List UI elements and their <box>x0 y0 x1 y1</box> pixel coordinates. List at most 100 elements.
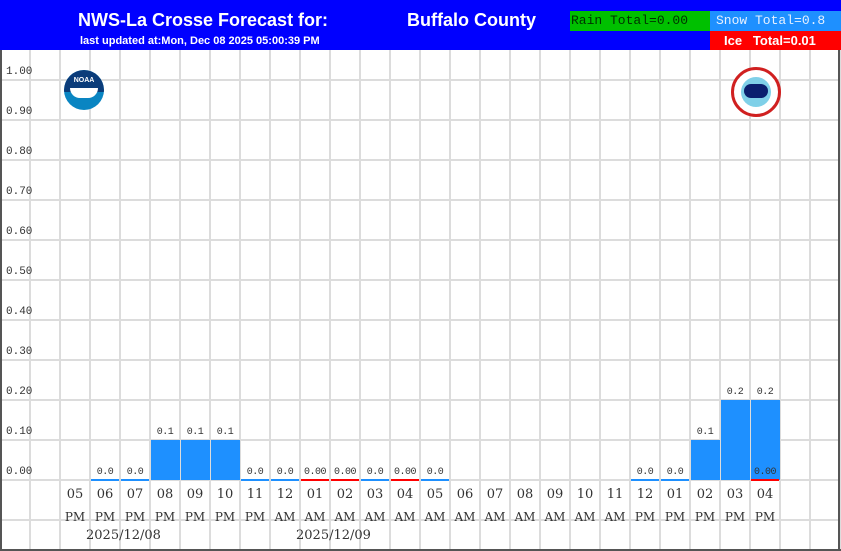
snow-zero-line <box>241 479 269 481</box>
snow-bar <box>211 440 240 480</box>
snow-value-label: 0.0 <box>276 467 294 478</box>
grid-vline <box>29 50 31 551</box>
x-ampm-label: AM <box>424 510 446 524</box>
y-tick-label: 0.50 <box>6 266 33 278</box>
x-ampm-label: AM <box>574 510 596 524</box>
x-hour-label: 11 <box>246 487 264 502</box>
grid-hline <box>0 439 841 441</box>
snow-zero-line <box>361 479 389 481</box>
ice-value-label: 0.00 <box>753 467 777 478</box>
forecast-title: NWS-La Crosse Forecast for: <box>78 10 329 30</box>
last-updated: last updated at:Mon, Dec 08 2025 05:00:3… <box>80 35 320 47</box>
x-ampm-label: PM <box>184 510 206 524</box>
grid-hline <box>0 119 841 121</box>
grid-vline <box>59 50 61 551</box>
x-hour-label: 08 <box>516 487 534 502</box>
x-ampm-label: PM <box>724 510 746 524</box>
y-tick-label: 0.80 <box>6 146 33 158</box>
location-name: Buffalo County <box>407 10 536 30</box>
grid-vline <box>629 50 631 551</box>
ice-zero-line <box>301 479 329 481</box>
grid-vline <box>89 50 91 551</box>
header-bar: NWS-La Crosse Forecast for: Buffalo Coun… <box>0 0 841 50</box>
x-ampm-label: AM <box>454 510 476 524</box>
grid-vline <box>329 50 331 551</box>
y-tick-label: 0.40 <box>6 306 33 318</box>
x-ampm-label: PM <box>664 510 686 524</box>
snow-value-label: 0.0 <box>246 467 264 478</box>
grid-hline <box>0 279 841 281</box>
grid-vline <box>419 50 421 551</box>
grid-vline <box>839 50 841 551</box>
x-hour-label: 01 <box>306 487 324 502</box>
chart-frame-left <box>0 50 2 551</box>
x-ampm-label: AM <box>334 510 356 524</box>
snow-value-label: 0.1 <box>696 427 714 438</box>
snow-zero-line <box>661 479 689 481</box>
x-ampm-label: AM <box>514 510 536 524</box>
x-ampm-label: PM <box>694 510 716 524</box>
snow-zero-line <box>421 479 449 481</box>
snow-bar <box>691 440 720 480</box>
grid-hline <box>0 399 841 401</box>
grid-vline <box>809 50 811 551</box>
x-ampm-label: AM <box>544 510 566 524</box>
x-ampm-label: PM <box>634 510 656 524</box>
y-tick-label: 0.10 <box>6 426 33 438</box>
grid-vline <box>359 50 361 551</box>
grid-hline <box>0 159 841 161</box>
grid-vline <box>299 50 301 551</box>
ice-zero-line <box>391 479 419 481</box>
x-hour-label: 10 <box>216 487 234 502</box>
snow-value-label: 0.1 <box>156 427 174 438</box>
ice-value-label: 0.00 <box>333 467 357 478</box>
y-tick-label: 0.60 <box>6 226 33 238</box>
x-hour-label: 06 <box>96 487 114 502</box>
ice-value-label: 0.00 <box>393 467 417 478</box>
x-hour-label: 03 <box>366 487 384 502</box>
grid-vline <box>239 50 241 551</box>
x-hour-label: 08 <box>156 487 174 502</box>
x-hour-label: 11 <box>606 487 624 502</box>
grid-vline <box>209 50 211 551</box>
grid-hline <box>0 319 841 321</box>
grid-hline <box>0 519 841 521</box>
rain-total-badge: Rain Total=0.00 <box>570 11 710 31</box>
snow-value-label: 0.2 <box>726 387 744 398</box>
snow-value-label: 0.2 <box>756 387 774 398</box>
grid-vline <box>389 50 391 551</box>
y-tick-label: 1.00 <box>6 66 33 78</box>
x-hour-label: 03 <box>726 487 744 502</box>
snow-value-label: 0.0 <box>636 467 654 478</box>
y-tick-label: 0.00 <box>6 466 33 478</box>
y-tick-label: 0.70 <box>6 186 33 198</box>
x-hour-label: 05 <box>66 487 84 502</box>
x-ampm-label: PM <box>244 510 266 524</box>
x-hour-label: 07 <box>126 487 144 502</box>
snow-value-label: 0.1 <box>186 427 204 438</box>
x-hour-label: 12 <box>276 487 294 502</box>
x-ampm-label: PM <box>214 510 236 524</box>
x-ampm-label: AM <box>484 510 506 524</box>
snow-value-label: 0.1 <box>216 427 234 438</box>
grid-vline <box>749 50 751 551</box>
x-hour-label: 01 <box>666 487 684 502</box>
grid-vline <box>569 50 571 551</box>
x-hour-label: 09 <box>186 487 204 502</box>
x-ampm-label: PM <box>124 510 146 524</box>
x-ampm-label: AM <box>304 510 326 524</box>
grid-vline <box>689 50 691 551</box>
x-ampm-label: PM <box>154 510 176 524</box>
x-ampm-label: AM <box>604 510 626 524</box>
grid-hline <box>0 479 841 481</box>
grid-vline <box>179 50 181 551</box>
snow-value-label: 0.0 <box>666 467 684 478</box>
nws-logo-icon <box>731 67 781 117</box>
chart-frame-bottom <box>0 549 841 551</box>
grid-vline <box>119 50 121 551</box>
grid-vline <box>149 50 151 551</box>
x-date-label: 2025/12/09 <box>296 528 371 543</box>
snow-bar <box>151 440 180 480</box>
x-hour-label: 06 <box>456 487 474 502</box>
x-hour-label: 12 <box>636 487 654 502</box>
